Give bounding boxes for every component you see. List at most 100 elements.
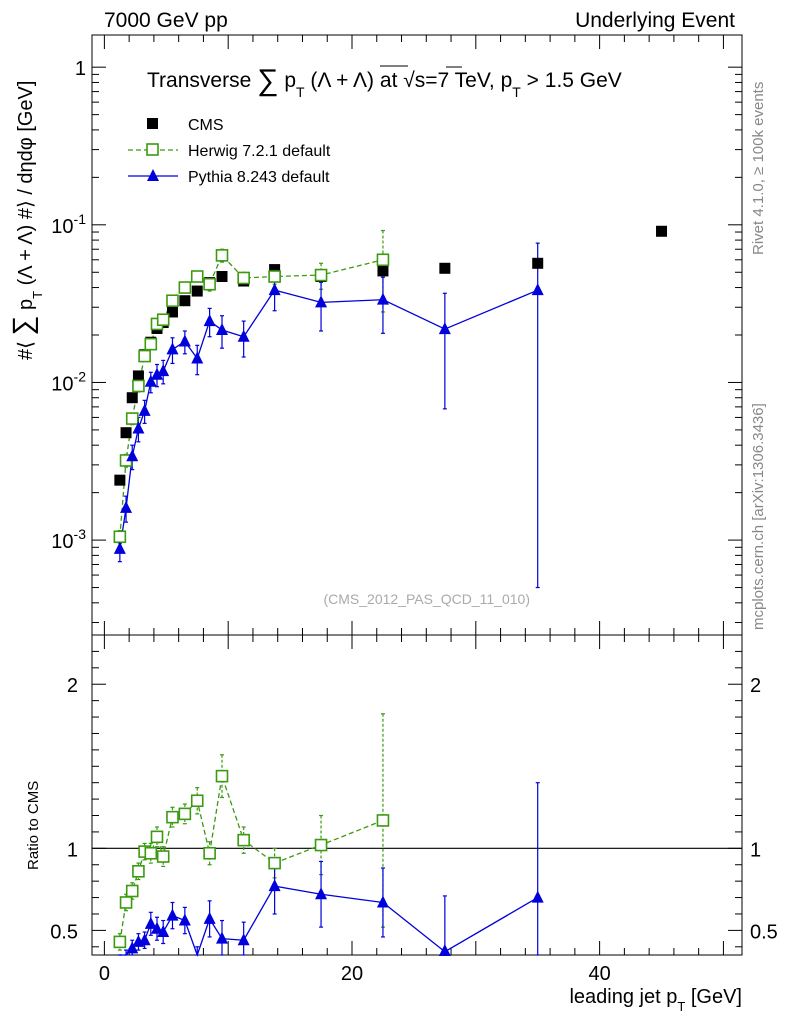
ratio-y-tick-label: 1 bbox=[67, 839, 78, 861]
pythia-ratio-point bbox=[315, 887, 328, 900]
ratio-y-tick-label: 0.5 bbox=[50, 921, 78, 943]
chart-title-p: p bbox=[278, 69, 296, 92]
rivet-label: Rivet 4.1.0, ≥ 100k events bbox=[750, 82, 767, 255]
mcplots-label: mcplots.cern.ch [arXiv:1306.3436] bbox=[750, 403, 767, 630]
cms-main-point bbox=[532, 257, 544, 269]
pythia-main-point bbox=[191, 351, 204, 364]
chart-title-T2: T bbox=[512, 84, 521, 100]
pythia-main-point bbox=[151, 367, 163, 380]
pythia-main-point bbox=[113, 541, 126, 554]
ratio-y-tick-label-right: 2 bbox=[750, 675, 761, 697]
pythia-main-point bbox=[237, 329, 250, 342]
cms-main-point bbox=[216, 271, 228, 283]
herwig-ratio-point bbox=[314, 838, 328, 852]
pythia-ratio-point bbox=[531, 890, 544, 903]
cms-main-point bbox=[126, 392, 138, 404]
herwig-ratio-point bbox=[125, 884, 139, 898]
xlabel-T: T bbox=[677, 999, 685, 1014]
herwig-ratio-point bbox=[215, 769, 229, 783]
cms-main-point bbox=[132, 370, 144, 382]
herwig-main-point bbox=[203, 277, 216, 291]
pythia-ratio-point bbox=[203, 911, 216, 924]
herwig-main-line bbox=[119, 254, 384, 537]
y-tick-base: 10 bbox=[51, 216, 73, 238]
ratio-y-tick-label: 2 bbox=[67, 675, 78, 697]
pythia-ratio-point bbox=[138, 933, 151, 946]
chart-title: Transverse ∑ pT (Λ + Λ) at √s=7 TeV, pT … bbox=[147, 64, 622, 100]
legend-marker-herwig bbox=[146, 143, 159, 156]
herwig-ratio-point bbox=[113, 935, 127, 949]
herwig-ratio-point bbox=[166, 810, 179, 824]
ratio-y-tick-label-right: 0.5 bbox=[750, 921, 778, 943]
cms-main-point bbox=[377, 265, 389, 277]
cms-main-point bbox=[269, 264, 281, 276]
y-tick-base: 10 bbox=[51, 531, 73, 553]
chart-title-lambda: (Λ + Λ) at √s=7 TeV, p bbox=[305, 69, 513, 92]
y-tick-exp: -1 bbox=[74, 211, 87, 227]
header-right: Underlying Event bbox=[575, 9, 735, 32]
herwig-ratio-point bbox=[237, 833, 250, 847]
herwig-ratio-point bbox=[144, 846, 158, 860]
herwig-ratio-point bbox=[376, 814, 390, 827]
ylabel-p: p bbox=[15, 299, 37, 316]
herwig-main-point bbox=[190, 270, 204, 283]
chart-marks bbox=[113, 225, 668, 957]
header-left: 7000 GeV pp bbox=[104, 9, 228, 32]
pythia-main-point bbox=[203, 314, 216, 327]
pythia-ratio-point bbox=[144, 916, 157, 929]
herwig-main-point bbox=[113, 530, 127, 544]
y-tick-base: 10 bbox=[51, 373, 73, 395]
ratio-y-tick-label-right: 1 bbox=[750, 839, 761, 861]
herwig-ratio-point bbox=[268, 856, 281, 870]
chart-title-T: T bbox=[296, 84, 305, 100]
pythia-main-point bbox=[315, 295, 328, 308]
pythia-main-point bbox=[144, 374, 157, 387]
herwig-ratio-point bbox=[178, 807, 192, 821]
ylabel-rest: (Λ + Λ) #⟩ / dηdφ [GeV] bbox=[15, 81, 37, 291]
legend-label-cms: CMS bbox=[188, 117, 224, 134]
pythia-main-point bbox=[126, 449, 139, 462]
y-tick-label: 1 bbox=[75, 58, 86, 80]
pythia-main-point bbox=[216, 323, 228, 336]
y-tick-exp: -2 bbox=[74, 368, 87, 384]
herwig-main-point bbox=[166, 294, 179, 308]
x-axis-label: leading jet pT [GeV] bbox=[569, 986, 742, 1014]
cms-main-point bbox=[114, 474, 126, 486]
pythia-main-point bbox=[438, 322, 451, 335]
herwig-ratio-point bbox=[156, 850, 170, 863]
ylabel-sum: ∑ bbox=[7, 316, 38, 336]
herwig-main-point bbox=[178, 281, 192, 294]
pythia-ratio-point bbox=[166, 908, 179, 921]
ylabel-T: T bbox=[30, 291, 45, 299]
herwig-ratio-point bbox=[190, 794, 204, 808]
cms-main-point bbox=[656, 225, 668, 237]
xlabel-main: leading jet p bbox=[569, 986, 677, 1008]
legend-marker-cms bbox=[147, 118, 158, 129]
y-tick-label: 10-1 bbox=[51, 211, 86, 238]
pythia-ratio-point bbox=[376, 895, 389, 908]
pythia-main-point bbox=[132, 421, 145, 434]
analysis-watermark: (CMS_2012_PAS_QCD_11_010) bbox=[324, 591, 531, 607]
herwig-main-point bbox=[144, 337, 158, 351]
main-y-label: #⟨ ∑ pT (Λ + Λ) #⟩ / dηdφ [GeV] bbox=[7, 81, 45, 360]
cms-main-point bbox=[179, 295, 191, 307]
pythia-main-point bbox=[157, 364, 170, 377]
y-tick-exp: -3 bbox=[74, 526, 87, 542]
herwig-main-point bbox=[138, 349, 151, 363]
pythia-main-line bbox=[119, 289, 538, 549]
xlabel-unit: [GeV] bbox=[685, 986, 742, 1008]
pythia-main-point bbox=[138, 403, 151, 416]
pythia-ratio-point bbox=[157, 925, 170, 938]
y-tick-label: 10-3 bbox=[51, 526, 86, 553]
ratio-panel-frame bbox=[91, 634, 743, 956]
pythia-ratio-point bbox=[268, 879, 281, 892]
legend-label-herwig: Herwig 7.2.1 default bbox=[188, 143, 331, 160]
pythia-ratio-point bbox=[438, 944, 451, 956]
cms-main-point bbox=[120, 427, 132, 439]
cms-main-point bbox=[439, 262, 451, 274]
x-tick-label: 20 bbox=[341, 963, 363, 985]
cms-main-point bbox=[166, 306, 178, 318]
herwig-ratio-point bbox=[150, 830, 164, 844]
